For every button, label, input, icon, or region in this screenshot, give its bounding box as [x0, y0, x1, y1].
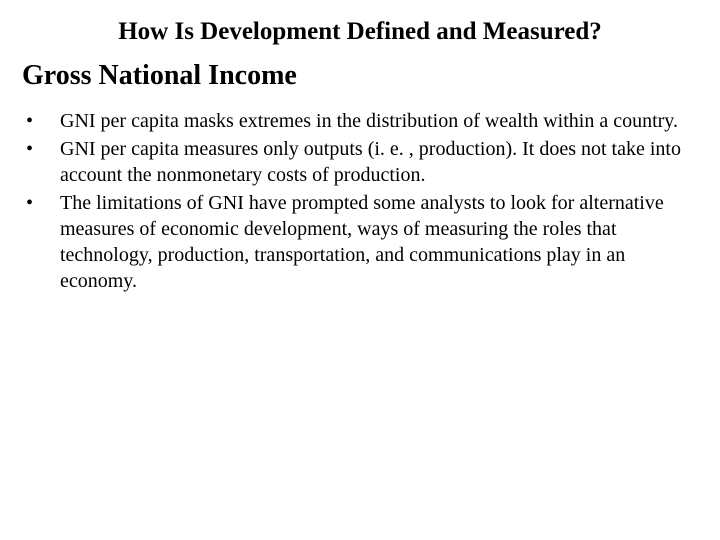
bullet-icon: • — [26, 190, 60, 216]
list-item: • The limitations of GNI have prompted s… — [26, 190, 700, 294]
bullet-icon: • — [26, 108, 60, 134]
bullet-text: GNI per capita measures only outputs (i.… — [60, 136, 700, 188]
bullet-list: • GNI per capita masks extremes in the d… — [20, 108, 700, 294]
list-item: • GNI per capita masks extremes in the d… — [26, 108, 700, 134]
list-item: • GNI per capita measures only outputs (… — [26, 136, 700, 188]
bullet-text: GNI per capita masks extremes in the dis… — [60, 108, 700, 134]
bullet-icon: • — [26, 136, 60, 162]
page-title: How Is Development Defined and Measured? — [60, 18, 660, 46]
bullet-text: The limitations of GNI have prompted som… — [60, 190, 700, 294]
section-subtitle: Gross National Income — [22, 60, 700, 92]
